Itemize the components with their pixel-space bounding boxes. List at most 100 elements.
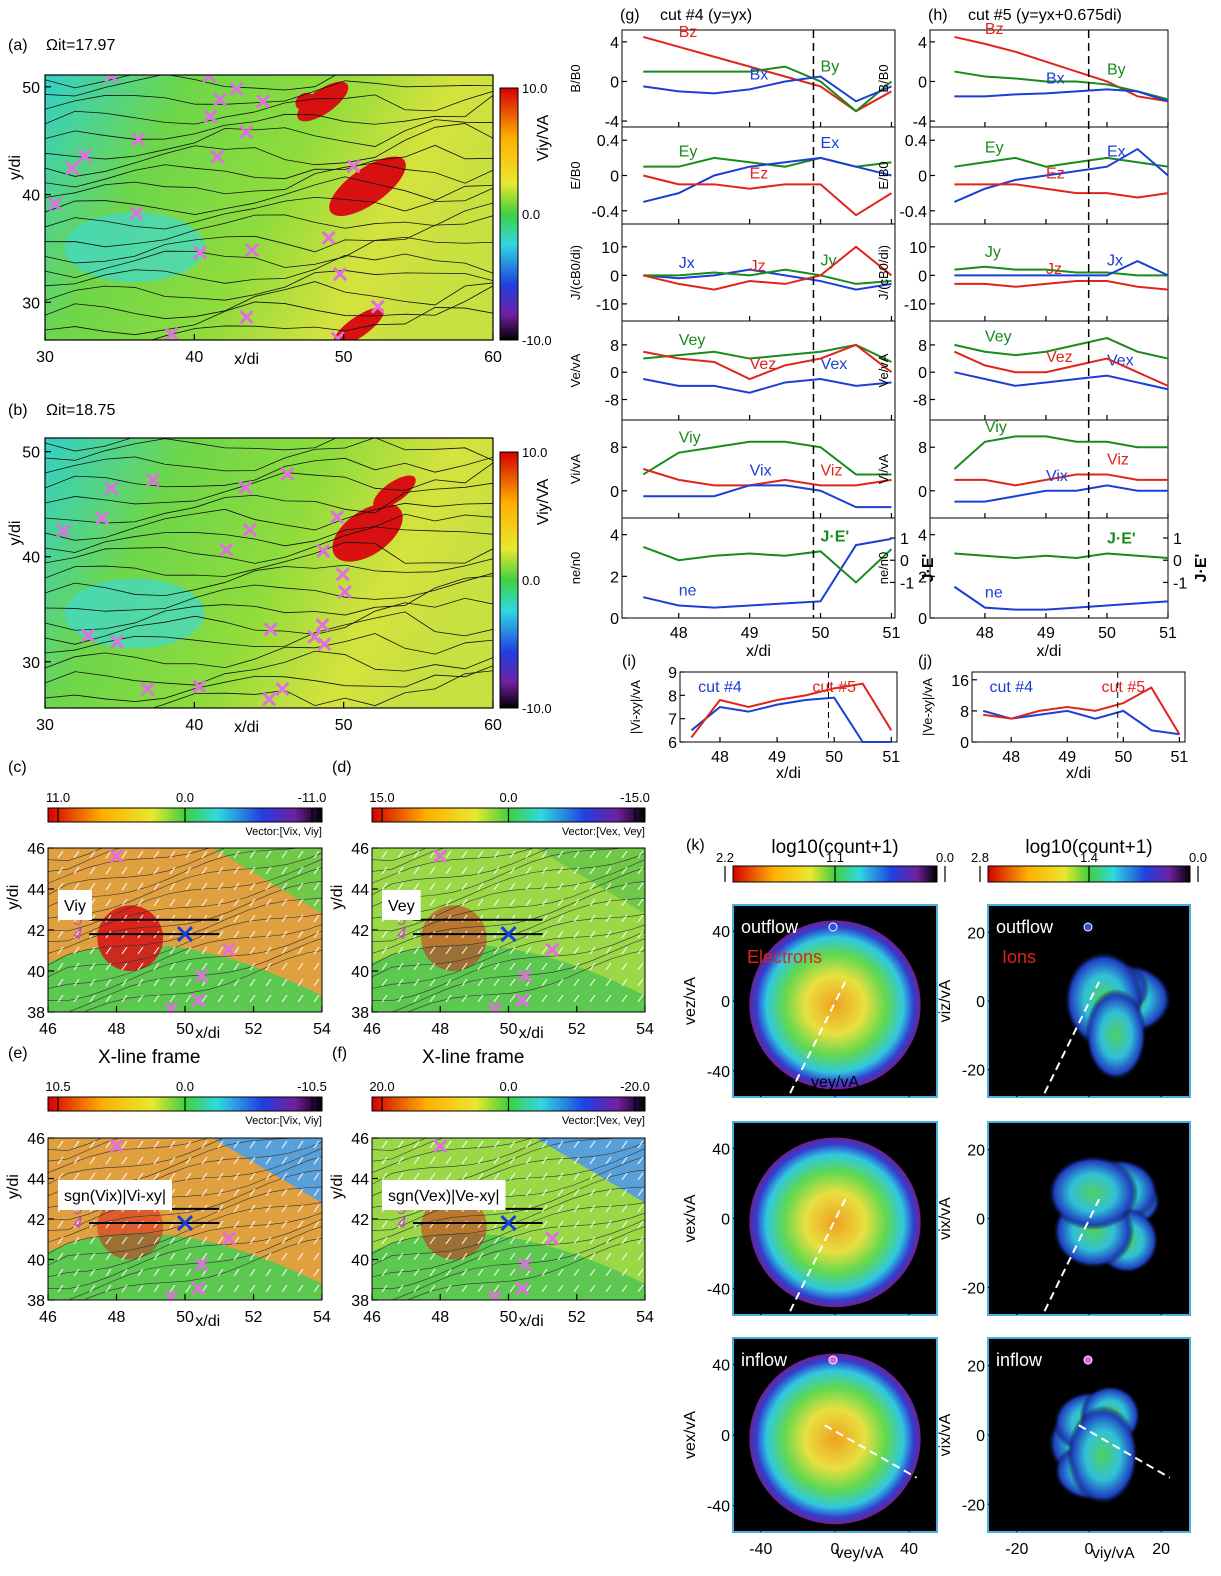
vector-arrow bbox=[249, 1236, 256, 1245]
colorbar-tick-label: -11.0 bbox=[298, 790, 327, 805]
vector-arrow bbox=[493, 898, 500, 907]
vector-arrow bbox=[89, 1156, 96, 1165]
vector-arrow bbox=[589, 914, 596, 923]
vector-arrow bbox=[557, 946, 564, 955]
vector-arrow bbox=[445, 882, 452, 891]
vector-arrow bbox=[121, 946, 128, 955]
y-tick-label: 50 bbox=[22, 445, 40, 462]
marker bbox=[487, 1289, 502, 1300]
vector-arrow bbox=[313, 898, 320, 907]
vector-arrow bbox=[233, 866, 240, 875]
panel-title: log10(count+1) bbox=[1025, 837, 1152, 858]
vector-arrow bbox=[217, 882, 224, 891]
vector-arrow bbox=[281, 1252, 288, 1261]
x-tick-label: 48 bbox=[108, 1309, 126, 1326]
vector-arrow bbox=[73, 978, 80, 987]
colorbar-tick-label: 10.5 bbox=[45, 1079, 70, 1094]
y-tick-label: -8 bbox=[913, 393, 927, 410]
contour bbox=[372, 1156, 645, 1231]
vector-arrow bbox=[445, 994, 452, 1003]
vector-arrow bbox=[73, 962, 80, 971]
vector-arrow bbox=[121, 866, 128, 875]
vector-arrow bbox=[589, 962, 596, 971]
marker bbox=[229, 81, 244, 97]
vector-arrow bbox=[265, 850, 272, 859]
marker bbox=[316, 543, 331, 559]
series-label: Vex bbox=[821, 356, 848, 373]
vector-arrow bbox=[201, 898, 208, 907]
vector-arrow bbox=[233, 946, 240, 955]
vector-arrow bbox=[605, 1284, 612, 1293]
vector-arrow bbox=[605, 978, 612, 987]
vector-arrow bbox=[137, 946, 144, 955]
x-tick-label: 51 bbox=[882, 749, 900, 766]
y-tick-label: 46 bbox=[27, 841, 45, 858]
map-feature bbox=[329, 156, 406, 217]
contour bbox=[372, 1226, 645, 1300]
vector-arrow bbox=[281, 946, 288, 955]
inset-label: sgn(Vex)|Ve-xy| bbox=[388, 1188, 499, 1205]
y-tick-label: -10 bbox=[904, 297, 927, 314]
vector-arrow bbox=[89, 1284, 96, 1293]
contour bbox=[372, 913, 645, 978]
vector-label: Vector:[Vix, Viy] bbox=[245, 826, 322, 838]
vector-arrow bbox=[381, 850, 388, 859]
x-axis-label: x/di bbox=[746, 643, 771, 660]
vector-arrow bbox=[313, 1204, 320, 1213]
vector-arrow bbox=[169, 1236, 176, 1245]
vector-arrow bbox=[57, 930, 64, 939]
y-tick-label: 4 bbox=[918, 35, 927, 52]
vector-arrow bbox=[621, 1140, 628, 1149]
vector-arrow bbox=[265, 866, 272, 875]
vector-arrow bbox=[233, 930, 240, 939]
vector-arrow bbox=[525, 994, 532, 1003]
contour bbox=[45, 187, 493, 230]
data-line bbox=[954, 473, 1168, 487]
data-line bbox=[954, 147, 1169, 203]
vector-arrow bbox=[137, 914, 144, 923]
data-line bbox=[954, 259, 1169, 277]
vector-arrow bbox=[217, 1204, 224, 1213]
x-line-marker bbox=[176, 1214, 194, 1232]
vector-arrow bbox=[397, 1284, 404, 1293]
y-tick-label: 38 bbox=[351, 1005, 369, 1022]
series-label: By bbox=[821, 58, 840, 75]
vector-arrow bbox=[281, 882, 288, 891]
axis-note: viy/vA bbox=[1068, 1074, 1111, 1091]
vector-arrow bbox=[637, 1236, 644, 1245]
vector-arrow bbox=[541, 850, 548, 859]
series-label: Bz bbox=[679, 24, 698, 41]
vector-arrow bbox=[153, 1268, 160, 1277]
x-tick-label: 50 bbox=[500, 1021, 518, 1038]
vector-arrow bbox=[73, 1140, 80, 1149]
y-tick-label: 38 bbox=[351, 1293, 369, 1310]
panel-label: (k) bbox=[686, 837, 705, 854]
vector-arrow bbox=[589, 930, 596, 939]
series-label: Ey bbox=[985, 139, 1004, 156]
vector-arrow bbox=[541, 914, 548, 923]
vector-arrow bbox=[573, 1140, 580, 1149]
vector-arrow bbox=[217, 898, 224, 907]
vector-arrow bbox=[541, 898, 548, 907]
y-tick-label: 0 bbox=[1173, 553, 1182, 570]
contour bbox=[48, 1138, 209, 1173]
vector-arrow bbox=[605, 962, 612, 971]
vector-arrow bbox=[541, 866, 548, 875]
vector-arrow bbox=[137, 898, 144, 907]
vector-arrow bbox=[201, 914, 208, 923]
panel-label: (h) bbox=[928, 7, 948, 24]
y-tick-label: 10 bbox=[601, 240, 619, 257]
y-tick-label: -0.4 bbox=[591, 204, 619, 221]
vector-arrow bbox=[233, 914, 240, 923]
vector-arrow bbox=[493, 978, 500, 987]
y-tick-label: 4 bbox=[610, 528, 619, 545]
contour bbox=[45, 650, 493, 686]
marker bbox=[239, 310, 254, 325]
y-tick-label: 0 bbox=[918, 268, 927, 285]
vector-arrow bbox=[397, 1172, 404, 1181]
vector-arrow bbox=[413, 866, 420, 875]
vector-arrow bbox=[265, 994, 272, 1003]
x-tick-label: 30 bbox=[36, 349, 54, 366]
contour bbox=[48, 1218, 322, 1290]
contour bbox=[372, 931, 645, 1001]
